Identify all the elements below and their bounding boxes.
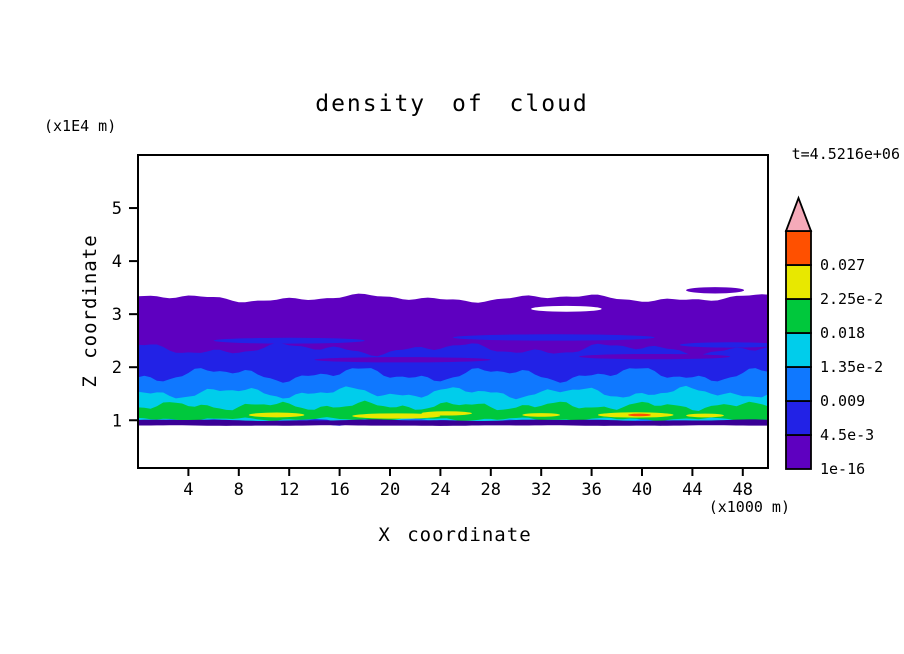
colorbar-label: 0.027 [820,256,865,274]
contour-patch-13 [628,413,651,417]
chart-title: density of cloud [315,91,589,117]
z-tick-label: 3 [112,305,122,325]
x-tick-label: 4 [183,480,193,500]
contour-patch-4 [579,353,731,360]
x-tick-label: 12 [279,480,299,500]
x-tick-label: 16 [329,480,349,500]
colorbar-label: 4.5e-3 [820,426,874,444]
colorbar-segment-2 [785,366,812,402]
contour-patch-10 [522,413,561,417]
z-tick-label: 5 [112,199,122,219]
contour-patch-6 [686,287,745,294]
contour-patch-12 [686,413,724,418]
contour-patch-0 [213,337,365,344]
x-tick-label: 32 [531,480,551,500]
x-tick-label: 28 [481,480,501,500]
colorbar-label: 0.009 [820,392,865,410]
x-tick-label: 40 [632,480,652,500]
x-tick-label: 44 [682,480,702,500]
x-tick-label: 24 [430,480,450,500]
x-tick-label: 36 [581,480,601,500]
contour-patch-8 [352,413,441,419]
x-tick-label: 48 [733,480,753,500]
colorbar: 1e-16 4.5e-3 0.009 1.35e-2 0.018 2.25e-2 0.027 [784,195,883,478]
colorbar-label: 2.25e-2 [820,290,883,308]
colorbar-label: 0.018 [820,324,865,342]
plot-frame [137,154,769,469]
colorbar-segment-1 [785,400,812,436]
contour-patch-7 [248,412,305,418]
z-axis-ticks: 1 2 3 4 5 [112,199,138,431]
colorbar-segment-5 [785,264,812,300]
colorbar-label: 1.35e-2 [820,358,883,376]
colorbar-segment-0 [785,434,812,470]
contour-patch-3 [314,357,491,363]
contour-patch-2 [679,342,768,348]
colorbar-segment-4 [785,298,812,334]
contour-patch-9 [421,411,472,416]
x-tick-label: 8 [234,480,244,500]
z-tick-label: 4 [112,252,122,272]
contour-bands [138,287,768,426]
contour-patch-1 [453,334,655,341]
colorbar-segment-6 [785,230,812,266]
colorbar-label: 1e-16 [820,460,865,478]
z-tick-label: 2 [112,358,122,378]
x-tick-label: 20 [380,480,400,500]
contour-patch-5 [531,305,602,312]
colorbar-overflow-arrow [784,195,813,232]
z-axis-label: Z coordinate [79,234,101,387]
z-tick-label: 1 [112,411,122,431]
x-axis-ticks: 4 8 12 16 20 24 28 32 36 40 44 48 [183,468,753,500]
contour-band-cloud-base [138,419,768,426]
colorbar-segment-3 [785,332,812,368]
x-unit-label: (x1000 m) [709,498,790,516]
time-annotation: t=4.5216e+06 [792,145,900,163]
y-unit-label: (x1E4 m) [44,117,116,135]
x-axis-label: X coordinate [378,524,531,546]
